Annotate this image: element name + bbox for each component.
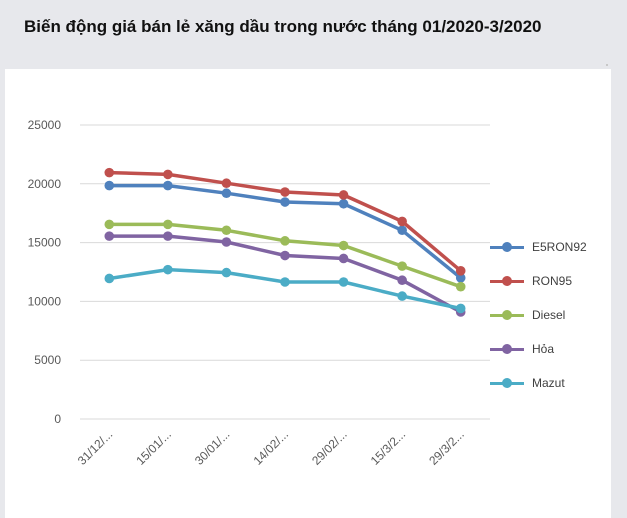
x-tick-label: 15/3/2... xyxy=(368,427,409,468)
data-point xyxy=(397,291,407,301)
data-point xyxy=(104,219,115,230)
data-point xyxy=(455,281,466,292)
data-point xyxy=(338,240,349,251)
y-tick-label: 15000 xyxy=(28,236,62,250)
y-tick-label: 5000 xyxy=(34,353,61,367)
data-point xyxy=(221,178,232,189)
chart-panel: 0 5000 10000 15000 20000 25000 31/12/... 15/01/… xyxy=(5,69,611,518)
panel-corner-mark xyxy=(606,64,608,66)
legend-item: Hỏa xyxy=(490,332,605,366)
series-line-hỏa xyxy=(107,234,463,314)
x-tick-label: 15/01/... xyxy=(133,427,174,468)
legend-swatch-marker xyxy=(502,378,512,388)
data-point xyxy=(221,225,232,236)
data-point xyxy=(397,275,407,286)
legend-swatch-marker xyxy=(502,276,512,286)
x-tick-label: 29/02/... xyxy=(309,427,350,468)
data-point xyxy=(280,197,290,207)
legend-label: Hỏa xyxy=(532,342,555,356)
y-tick-label: 25000 xyxy=(28,118,62,132)
data-point xyxy=(455,303,466,314)
legend-swatch xyxy=(490,344,524,354)
legend-swatch xyxy=(490,242,524,252)
legend-swatch xyxy=(490,310,524,320)
data-point xyxy=(338,190,349,200)
data-point xyxy=(104,231,115,241)
series-line-mazut xyxy=(107,267,463,311)
data-point xyxy=(338,277,349,287)
data-point xyxy=(221,188,232,199)
legend-item: E5RON92 xyxy=(490,230,605,264)
legend-swatch xyxy=(490,276,524,286)
y-tick-label: 0 xyxy=(54,412,61,426)
data-point xyxy=(221,267,232,278)
data-point xyxy=(163,264,173,275)
line-chart: 0 5000 10000 15000 20000 25000 31/12/... 15/01/… xyxy=(28,118,490,468)
data-point xyxy=(163,219,173,230)
data-point xyxy=(338,253,349,264)
legend-label: E5RON92 xyxy=(532,240,587,254)
data-point xyxy=(338,198,349,209)
legend-item: Diesel xyxy=(490,298,605,332)
x-tick-label: 30/01/... xyxy=(192,427,233,468)
chart-title: Biến động giá bán lẻ xăng dầu trong nước… xyxy=(24,17,542,36)
legend-swatch-marker xyxy=(502,344,512,354)
data-point xyxy=(280,236,290,246)
y-tick-label: 20000 xyxy=(28,177,62,191)
chart-legend: E5RON92 RON95 Diesel Hỏa Mazut xyxy=(490,230,605,400)
data-point xyxy=(397,261,407,271)
x-tick-label: 14/02/... xyxy=(251,427,292,468)
legend-item: RON95 xyxy=(490,264,605,298)
data-point xyxy=(163,231,173,241)
data-point xyxy=(104,180,115,191)
data-point xyxy=(280,277,290,287)
legend-swatch-marker xyxy=(502,242,512,252)
legend-swatch xyxy=(490,378,524,388)
data-point xyxy=(163,180,173,191)
legend-item: Mazut xyxy=(490,366,605,400)
x-tick-label: 29/3/2... xyxy=(426,427,467,468)
data-point xyxy=(104,273,115,284)
data-point xyxy=(455,273,466,283)
x-tick-label: 31/12/... xyxy=(75,427,116,468)
legend-swatch-marker xyxy=(502,310,512,320)
data-point xyxy=(397,225,407,236)
legend-label: Mazut xyxy=(532,376,565,390)
data-point xyxy=(280,187,290,197)
data-point xyxy=(104,167,115,178)
y-tick-label: 10000 xyxy=(28,294,62,308)
data-point xyxy=(280,250,290,261)
data-point xyxy=(455,266,466,276)
data-point xyxy=(163,169,173,180)
data-point xyxy=(221,237,232,247)
legend-label: Diesel xyxy=(532,308,566,322)
data-point xyxy=(397,216,407,227)
legend-label: RON95 xyxy=(532,274,573,288)
